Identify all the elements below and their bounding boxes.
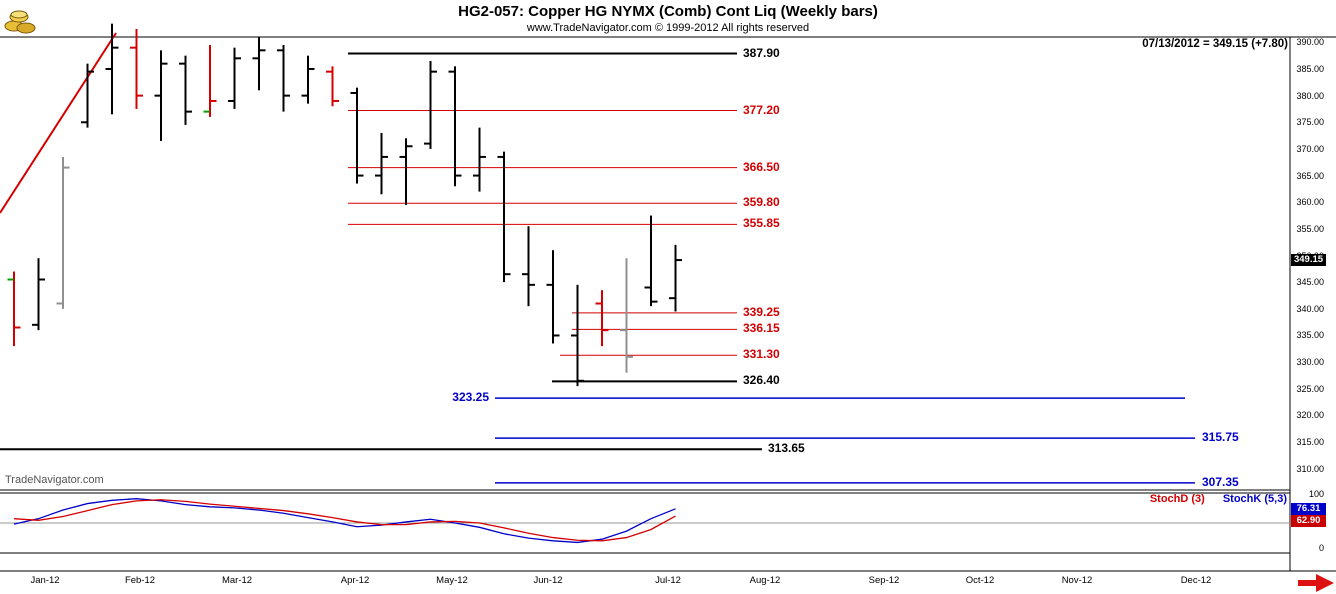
- gold-pile-logo: [4, 10, 36, 34]
- price-axis-label: 345.00: [1296, 277, 1324, 288]
- scroll-right-arrow-icon[interactable]: [1296, 572, 1336, 594]
- price-axis-label: 380.00: [1296, 90, 1324, 101]
- stoch-k-value-badge: 76.31: [1291, 502, 1326, 515]
- price-axis-label: 310.00: [1296, 463, 1324, 474]
- month-axis-label: Dec-12: [1180, 575, 1212, 586]
- level-label-336.15: 336.15: [743, 321, 780, 336]
- level-label-355.85: 355.85: [743, 216, 780, 231]
- price-axis-label: 385.00: [1296, 63, 1324, 74]
- month-axis-label: May-12: [436, 575, 468, 586]
- tradenavigator-watermark: TradeNavigator.com: [5, 474, 104, 486]
- price-axis-label: 325.00: [1296, 383, 1324, 394]
- stoch-d-line: [13, 499, 676, 542]
- price-axis-label: 335.00: [1296, 330, 1324, 341]
- month-axis-label: Sep-12: [868, 575, 900, 586]
- month-axis-label: Oct-12: [965, 575, 995, 586]
- level-label-331.30: 331.30: [743, 347, 780, 362]
- level-label-326.40: 326.40: [743, 373, 780, 388]
- level-label-366.50: 366.50: [743, 159, 780, 174]
- chart-title: HG2-057: Copper HG NYMX (Comb) Cont Liq …: [458, 3, 878, 20]
- month-axis-label: Aug-12: [749, 575, 781, 586]
- month-axis-label: Jan-12: [30, 575, 60, 586]
- price-axis-label: 315.00: [1296, 437, 1324, 448]
- price-axis-label: 340.00: [1296, 303, 1324, 314]
- uptrend-line: [0, 32, 117, 214]
- price-axis-label: 330.00: [1296, 357, 1324, 368]
- stoch-axis-label-100: 100: [1308, 489, 1324, 499]
- level-label-387.90: 387.90: [743, 45, 780, 60]
- level-label-315.75: 315.75: [1202, 430, 1239, 445]
- price-axis-label: 320.00: [1296, 410, 1324, 421]
- level-label-307.35: 307.35: [1202, 474, 1239, 489]
- last-price-badge: 349.15: [1291, 254, 1326, 267]
- month-axis-label: Mar-12: [221, 575, 253, 586]
- stoch-legend: StochD (3) StochK (5,3): [1000, 493, 1287, 505]
- level-label-313.65: 313.65: [768, 441, 805, 456]
- month-axis-label: Feb-12: [124, 575, 156, 586]
- last-date-price-readout: 07/13/2012 = 349.15 (+7.80): [1142, 38, 1288, 50]
- month-axis-label: Jun-12: [533, 575, 563, 586]
- copyright-subtitle: www.TradeNavigator.com © 1999-2012 All r…: [526, 22, 810, 34]
- stoch-d-legend-label: StochD (3): [1149, 493, 1205, 505]
- price-axis-label: 370.00: [1296, 143, 1324, 154]
- price-axis-label: 365.00: [1296, 170, 1324, 181]
- stoch-d-value-badge: 62.90: [1291, 514, 1326, 527]
- level-label-359.80: 359.80: [743, 195, 780, 210]
- stoch-axis-label-0: 0: [1318, 543, 1324, 553]
- stoch-k-legend-label: StochK (5,3): [1222, 493, 1287, 505]
- price-axis-label: 355.00: [1296, 223, 1324, 234]
- month-axis-label: Nov-12: [1061, 575, 1093, 586]
- stoch-k-line: [13, 498, 676, 544]
- level-label-323.25: 323.25: [452, 390, 489, 405]
- level-label-377.20: 377.20: [743, 102, 780, 117]
- price-axis-label: 390.00: [1296, 37, 1324, 48]
- price-axis-label: 375.00: [1296, 117, 1324, 128]
- price-axis-label: 360.00: [1296, 197, 1324, 208]
- level-label-339.25: 339.25: [743, 304, 780, 319]
- month-axis-label: Apr-12: [340, 575, 370, 586]
- month-axis-label: Jul-12: [655, 575, 681, 586]
